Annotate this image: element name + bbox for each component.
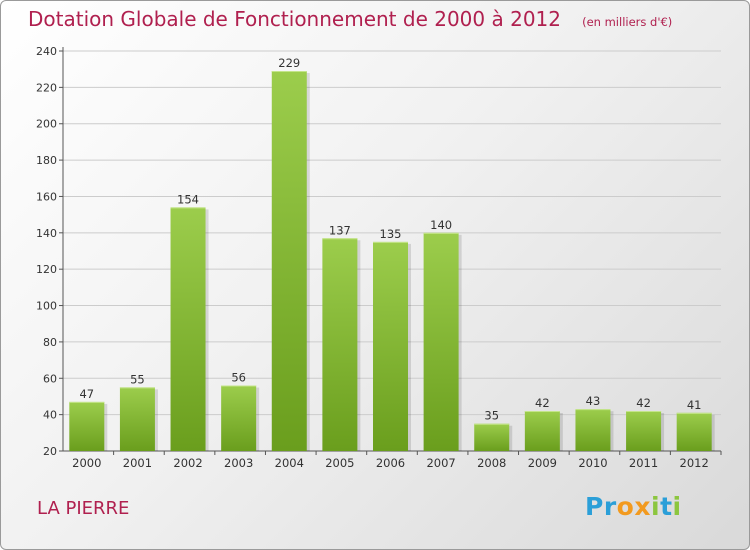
y-tick-label: 140 bbox=[36, 227, 57, 240]
x-tick-label: 2009 bbox=[528, 456, 557, 470]
data-label: 35 bbox=[484, 409, 499, 423]
data-label: 41 bbox=[687, 398, 702, 412]
chart-title-row: Dotation Globale de Fonctionnement de 20… bbox=[28, 7, 672, 31]
logo-letter: i bbox=[651, 492, 661, 521]
y-tick-label: 100 bbox=[36, 300, 57, 313]
data-label: 229 bbox=[278, 56, 300, 70]
x-tick-label: 2004 bbox=[275, 456, 304, 470]
logo-letter: x bbox=[634, 492, 651, 521]
logo-letter: t bbox=[660, 492, 673, 521]
y-tick-label: 40 bbox=[43, 409, 57, 422]
y-tick-label: 220 bbox=[36, 81, 57, 94]
chart-unit: (en milliers d'€) bbox=[582, 15, 673, 29]
logo-letter: i bbox=[672, 492, 682, 521]
bar bbox=[423, 232, 459, 451]
y-tick-label: 60 bbox=[43, 372, 57, 385]
bar bbox=[271, 71, 307, 451]
logo-letter: o bbox=[616, 492, 635, 521]
x-tick-label: 2008 bbox=[477, 456, 506, 470]
bar bbox=[322, 238, 358, 451]
bar bbox=[474, 423, 510, 451]
data-label: 154 bbox=[177, 192, 199, 206]
x-tick-label: 2005 bbox=[325, 456, 354, 470]
data-label: 55 bbox=[130, 372, 145, 386]
proxiti-logo: Proxiti bbox=[585, 492, 682, 521]
x-tick-label: 2011 bbox=[629, 456, 658, 470]
data-label: 56 bbox=[231, 371, 246, 385]
y-tick-label: 160 bbox=[36, 190, 57, 203]
x-tick-label: 2007 bbox=[426, 456, 455, 470]
data-label: 140 bbox=[430, 218, 452, 232]
data-label: 42 bbox=[535, 396, 550, 410]
bar bbox=[373, 241, 408, 451]
x-tick-label: 2012 bbox=[680, 456, 709, 470]
bar bbox=[170, 207, 206, 451]
y-tick-label: 240 bbox=[36, 45, 57, 58]
x-tick-label: 2002 bbox=[173, 456, 202, 470]
commune-name: LA PIERRE bbox=[37, 498, 130, 519]
x-tick-label: 2000 bbox=[72, 456, 101, 470]
y-tick-label: 180 bbox=[36, 154, 57, 167]
data-label: 47 bbox=[79, 387, 94, 401]
bar bbox=[676, 412, 712, 451]
logo-letter: P bbox=[585, 492, 604, 521]
bar bbox=[119, 387, 155, 451]
x-tick-label: 2003 bbox=[224, 456, 253, 470]
x-tick-label: 2001 bbox=[123, 456, 152, 470]
chart-title: Dotation Globale de Fonctionnement de 20… bbox=[28, 7, 561, 31]
bar bbox=[524, 411, 560, 451]
data-label: 135 bbox=[380, 227, 402, 241]
bar bbox=[69, 401, 105, 451]
bar bbox=[575, 409, 611, 451]
data-label: 43 bbox=[586, 394, 601, 408]
y-tick-label: 20 bbox=[43, 445, 57, 458]
x-tick-label: 2010 bbox=[578, 456, 607, 470]
y-tick-label: 200 bbox=[36, 118, 57, 131]
bar bbox=[626, 411, 662, 451]
bar bbox=[221, 385, 257, 451]
y-tick-label: 120 bbox=[36, 263, 57, 276]
logo-letter: r bbox=[603, 492, 617, 521]
data-label: 42 bbox=[636, 396, 651, 410]
x-tick-label: 2006 bbox=[376, 456, 405, 470]
y-tick-label: 80 bbox=[43, 336, 57, 349]
data-label: 137 bbox=[329, 223, 351, 237]
